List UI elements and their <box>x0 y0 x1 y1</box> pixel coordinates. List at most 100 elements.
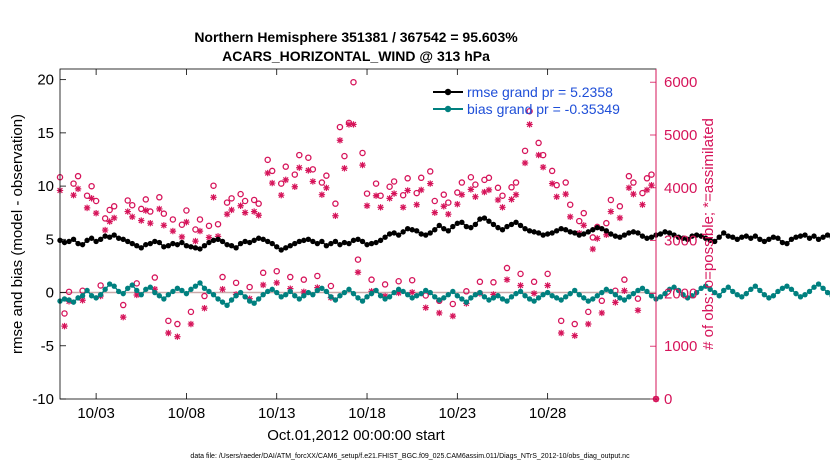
obs-assimilated-marker <box>530 290 538 297</box>
y-tick-label: -10 <box>32 391 54 408</box>
obs-possible-marker <box>273 267 280 275</box>
bias-point <box>644 288 650 295</box>
obs-possible-marker <box>503 264 511 272</box>
obs-count-markers <box>56 78 660 403</box>
obs-assimilated-marker <box>485 186 493 194</box>
bias-point <box>504 298 510 304</box>
rmse-point <box>242 238 248 245</box>
bias-point <box>680 291 686 298</box>
obs-possible-marker <box>214 220 222 228</box>
obs-possible-marker <box>119 301 127 309</box>
bias-point <box>246 298 253 304</box>
obs-assimilated-marker <box>526 121 533 128</box>
obs-possible-marker <box>476 278 484 286</box>
obs-assimilated-marker <box>472 193 479 200</box>
rmse-point <box>721 230 727 236</box>
rmse-point <box>79 241 86 248</box>
bias-point <box>824 289 830 296</box>
rmse-point <box>824 232 830 238</box>
obs-assimilated-marker <box>273 279 280 287</box>
bias-point <box>486 297 492 303</box>
obs-assimilated-marker <box>124 208 131 215</box>
bias-point <box>675 287 682 294</box>
obs-possible-marker <box>404 175 411 182</box>
bias-point <box>111 283 117 289</box>
obs-assimilated-marker <box>83 204 91 212</box>
rmse-point <box>779 239 786 246</box>
obs-assimilated-marker <box>92 209 100 217</box>
rmse-point <box>287 243 293 249</box>
obs-possible-marker <box>625 172 633 180</box>
bias-point <box>337 293 343 299</box>
bias-point <box>70 299 77 305</box>
obs-assimilated-marker <box>539 164 547 171</box>
obs-assimilated-marker <box>521 159 529 167</box>
obs-possible-marker <box>634 295 642 302</box>
rmse-point <box>820 234 826 240</box>
rmse-point <box>283 245 289 251</box>
bias-point <box>418 290 424 297</box>
obs-assimilated-marker <box>467 186 475 193</box>
obs-assimilated-marker <box>318 191 326 198</box>
bias-point <box>499 296 506 302</box>
obs-possible-marker <box>512 179 520 186</box>
obs-possible-marker <box>332 200 339 207</box>
bias-point <box>477 289 483 296</box>
rmse-point <box>585 229 591 235</box>
bias-point <box>779 285 786 291</box>
obs-possible-marker <box>544 270 551 278</box>
right-tick-label: 3000 <box>664 233 697 250</box>
obs-possible-marker <box>494 184 502 192</box>
bias-point <box>106 281 113 287</box>
obs-possible-marker <box>485 174 493 182</box>
obs-possible-marker <box>535 139 542 147</box>
obs-possible-marker <box>142 196 150 203</box>
rmse-point <box>662 229 668 235</box>
obs-possible-marker <box>648 171 655 178</box>
bias-point <box>572 287 578 294</box>
bias-point <box>743 290 750 297</box>
obs-assimilated-marker <box>648 181 655 189</box>
obs-possible-marker <box>65 288 73 296</box>
rmse-point <box>129 240 135 247</box>
rmse-point <box>264 238 271 245</box>
rmse-point <box>549 230 555 236</box>
bias-point <box>657 294 664 300</box>
obs-assimilated-marker <box>603 231 610 238</box>
obs-assimilated-marker <box>408 289 416 296</box>
obs-assimilated-marker <box>508 196 515 203</box>
x-axis-label: Oct.01,2012 00:00:00 start <box>267 427 445 444</box>
obs-assimilated-marker <box>336 137 344 144</box>
rmse-point <box>599 225 605 232</box>
bias-point <box>693 289 700 296</box>
obs-assimilated-marker <box>499 204 506 211</box>
obs-possible-marker <box>237 190 244 198</box>
bias-point <box>368 290 375 297</box>
rmse-point <box>432 227 438 233</box>
bias-point <box>319 285 325 291</box>
rmse-point <box>513 219 519 225</box>
rmse-point <box>711 238 718 245</box>
bias-point <box>283 291 289 298</box>
rmse-point <box>165 243 172 249</box>
rmse-point <box>161 244 167 250</box>
rmse-point <box>75 240 81 247</box>
legend-label-bias: bias grand pr = -0.35349 <box>467 101 620 117</box>
rmse-point <box>761 238 768 245</box>
obs-assimilated-marker <box>612 299 619 306</box>
obs-possible-marker <box>287 273 294 281</box>
bias-point <box>377 293 384 299</box>
y-tick-label: 10 <box>37 178 54 195</box>
bias-point <box>224 302 230 309</box>
rmse-point <box>693 232 700 238</box>
obs-possible-marker <box>408 276 416 284</box>
bias-point <box>788 286 795 293</box>
obs-assimilated-marker <box>138 217 145 224</box>
bias-point <box>251 300 257 306</box>
obs-possible-marker <box>445 199 452 206</box>
obs-possible-marker <box>196 216 204 223</box>
bias-point <box>346 286 352 293</box>
bias-point <box>84 287 90 294</box>
rmse-point <box>409 227 415 233</box>
rmse-point <box>210 237 217 244</box>
